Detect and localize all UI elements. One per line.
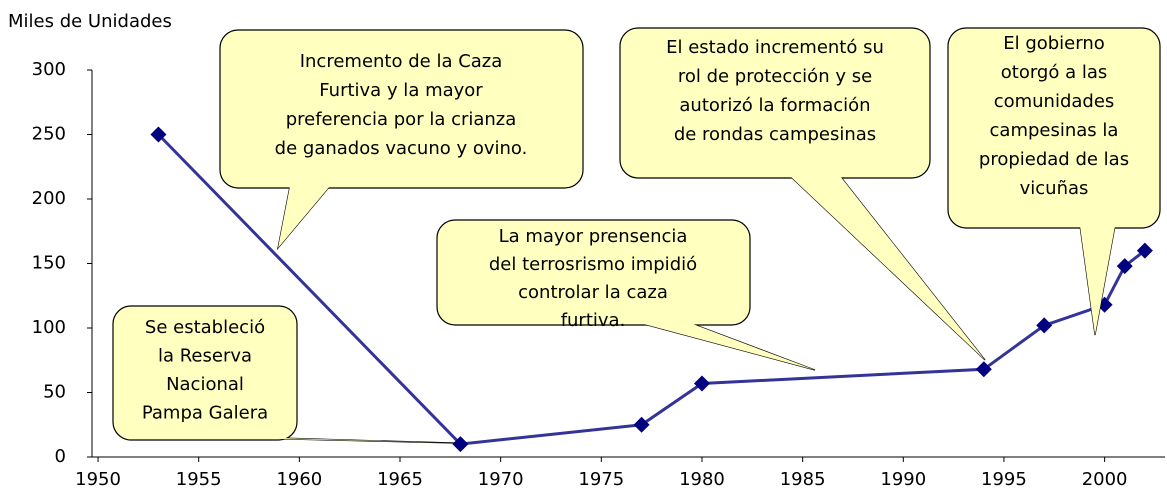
callout-text: furtiva. xyxy=(561,310,626,331)
callout-text: vicuñas xyxy=(1020,178,1089,199)
x-tick-label: 1995 xyxy=(981,469,1027,490)
y-tick-label: 250 xyxy=(32,124,66,145)
callout-text: Furtiva y la mayor xyxy=(319,80,483,101)
callout-text: campesinas la xyxy=(990,120,1119,141)
marker xyxy=(1136,242,1153,259)
callout-tail-fill xyxy=(278,186,330,248)
y-tick-label: 100 xyxy=(32,317,66,338)
callout-text: autorizó la formación xyxy=(679,95,870,116)
x-tick-label: 1950 xyxy=(75,469,121,490)
callout-text: rol de protección y se xyxy=(678,66,872,87)
callout-text: propiedad de las xyxy=(979,149,1129,170)
marker xyxy=(693,375,710,392)
x-tick-label: 1960 xyxy=(276,469,322,490)
callout-text: La mayor prensencia xyxy=(499,226,688,247)
callout-text: El gobierno xyxy=(1003,33,1105,54)
callout-text: la Reserva xyxy=(158,346,252,367)
callout-tail-fill xyxy=(240,438,455,443)
y-tick-label: 300 xyxy=(32,59,66,80)
x-tick-label: 1965 xyxy=(377,469,423,490)
y-tick-label: 0 xyxy=(55,446,66,467)
x-tick-label: 1955 xyxy=(176,469,222,490)
x-tick-label: 1985 xyxy=(780,469,826,490)
callout-text: de rondas campesinas xyxy=(674,124,876,145)
callout-box xyxy=(436,219,751,326)
x-tick-label: 1980 xyxy=(679,469,725,490)
callout: El gobierno otorgó a las comunidades campes… xyxy=(947,27,1161,336)
callout-text: otorgó a las xyxy=(1001,62,1108,83)
callout-box xyxy=(619,27,931,179)
callout-text: de ganados vacuno y ovino. xyxy=(275,138,528,159)
callout: El estado incrementó su rol de protección… xyxy=(619,27,986,361)
callout-text: Incremento de la Caza xyxy=(300,51,503,72)
marker xyxy=(452,436,469,453)
callout-text: El estado incrementó su xyxy=(666,37,884,58)
callout-text: controlar la caza xyxy=(518,282,668,303)
y-axis-label: Miles de Unidades xyxy=(8,11,172,32)
callout-text: Pampa Galera xyxy=(142,403,268,424)
callout-tail-fill xyxy=(1080,226,1115,335)
marker xyxy=(150,126,167,143)
callout-text: comunidades xyxy=(994,91,1115,112)
callout-tail-fill xyxy=(640,323,815,370)
marker xyxy=(1116,258,1133,275)
y-tick-label: 200 xyxy=(32,188,66,209)
callout-text: Nacional xyxy=(166,374,244,395)
x-tick-label: 2000 xyxy=(1082,469,1128,490)
marker xyxy=(1036,317,1053,334)
callout: La mayor prensencia del terrosrismo impid… xyxy=(436,219,816,371)
marker xyxy=(633,416,650,433)
callout-box xyxy=(219,29,584,189)
callout-text: preferencia por la crianza xyxy=(286,109,517,130)
callout-box xyxy=(112,305,298,441)
marker xyxy=(975,361,992,378)
callout-text: del terrosrismo impidió xyxy=(489,254,697,275)
callout-tail-fill xyxy=(790,176,985,360)
x-tick-label: 1975 xyxy=(578,469,624,490)
callout: Se estableció la Reserva Nacional Pampa Gal… xyxy=(112,305,456,444)
x-tick-label: 1990 xyxy=(880,469,926,490)
y-tick-label: 50 xyxy=(43,382,66,403)
x-tick-label: 1970 xyxy=(478,469,524,490)
y-tick-label: 150 xyxy=(32,253,66,274)
callout-box xyxy=(947,27,1161,229)
callout-text: Se estableció xyxy=(145,317,265,338)
callout: Incremento de la Caza Furtiva y la mayor p… xyxy=(219,29,584,251)
